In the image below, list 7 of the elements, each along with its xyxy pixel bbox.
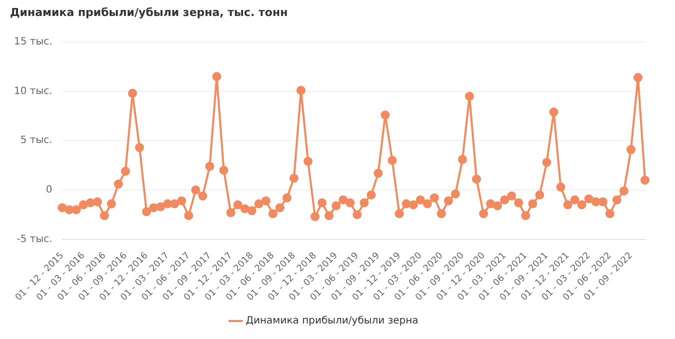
chart-title: Динамика прибыли/убыли зерна, тыс. тонн	[10, 6, 288, 19]
y-tick-label: 0	[46, 184, 52, 196]
y-tick-label: 15 тыс.	[14, 36, 52, 48]
y-tick-label: 5 тыс.	[20, 135, 52, 146]
y-tick-label: -5 тыс.	[16, 234, 52, 245]
legend-label: Динамика прибыли/убыли зерна	[246, 316, 418, 327]
y-tick-label: 10 тыс.	[14, 86, 52, 97]
